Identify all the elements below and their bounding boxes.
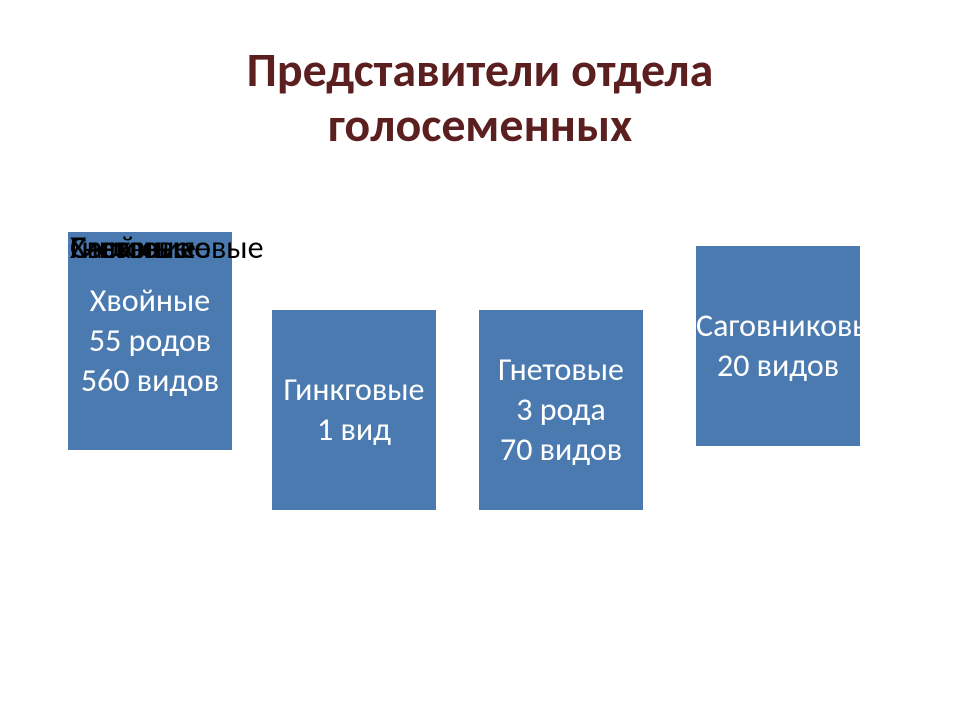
- slide-title: Представители отдела голосеменных: [0, 42, 960, 152]
- title-line-1: Представители отдела: [247, 40, 714, 99]
- box-line: 20 видов: [696, 346, 860, 386]
- box-line: 560 видов: [68, 361, 232, 401]
- box-line: Саговниковые: [696, 306, 860, 346]
- box-line: 3 рода: [479, 390, 643, 430]
- box-gnetum: Гнетовые 3 рода 70 видов: [479, 310, 643, 510]
- overlay-text: Гинкговые: [70, 228, 211, 267]
- box-line: 55 родов: [68, 321, 232, 361]
- box-line: 70 видов: [479, 430, 643, 470]
- box-line: Гнетовые: [479, 350, 643, 390]
- box-line: 1 вид: [272, 410, 436, 450]
- slide: Представители отдела голосеменных Хвойны…: [0, 0, 960, 720]
- box-line: Гинкговые: [272, 370, 436, 410]
- box-cycad: Саговниковые 20 видов: [696, 246, 860, 446]
- title-line-2: голосеменных: [328, 95, 632, 154]
- box-line: Хвойные: [68, 281, 232, 321]
- box-ginkgo: Гинкговые 1 вид: [272, 310, 436, 510]
